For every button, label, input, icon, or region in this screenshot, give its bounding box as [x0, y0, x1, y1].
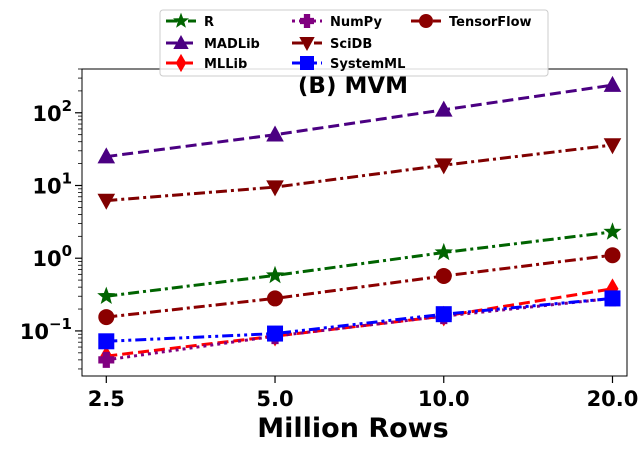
legend-label: MLLib — [204, 57, 247, 72]
series-line — [106, 296, 613, 362]
data-point — [267, 325, 284, 342]
data-point — [434, 158, 453, 175]
legend-label: NumPy — [330, 15, 382, 30]
legend-item-systemml: SystemML — [292, 56, 405, 72]
series-line — [106, 287, 613, 358]
legend-item-tensorflow: TensorFlow — [411, 14, 532, 30]
legend-item-numpy: NumPy — [292, 14, 382, 30]
data-point — [435, 267, 452, 284]
data-point — [97, 193, 116, 210]
legend-marker — [173, 12, 189, 28]
y-axis: 10−1 100 101 102 — [20, 68, 82, 370]
series-line — [106, 253, 613, 319]
series-madlib — [97, 75, 622, 164]
series-mllib — [100, 278, 619, 367]
legend-marker — [299, 37, 315, 52]
legend-item-mllib: MLLib — [166, 53, 247, 73]
series-line — [106, 83, 613, 159]
legend: R MADLib MLLib NumPy SciDB SystemML TensorFlow — [159, 9, 549, 77]
legend-label: TensorFlow — [449, 15, 532, 30]
data-point — [604, 247, 621, 264]
x-tick-label: 20.0 — [587, 387, 639, 411]
series-r — [97, 222, 622, 304]
data-point — [265, 265, 285, 284]
legend-label: SystemML — [330, 57, 405, 72]
series-line — [106, 296, 613, 343]
legend-marker — [419, 14, 433, 28]
data-point — [266, 180, 284, 197]
x-tick-label: 10.0 — [418, 387, 470, 411]
series-numpy — [98, 290, 621, 368]
data-point — [434, 100, 453, 117]
x-tick-label: 5.0 — [256, 387, 293, 411]
legend-marker — [175, 53, 187, 73]
legend-marker — [173, 34, 189, 49]
data-point — [97, 286, 116, 304]
plot-area — [81, 68, 628, 377]
legend-marker — [300, 56, 314, 70]
series-line — [106, 230, 613, 298]
series-layer — [97, 75, 622, 368]
data-point — [434, 242, 453, 261]
data-point — [435, 306, 452, 323]
series-scidb — [97, 138, 622, 210]
x-axis-title: Million Rows — [257, 413, 448, 444]
legend-item-madlib: MADLib — [166, 34, 260, 52]
x-tick-label: 2.5 — [88, 387, 125, 411]
y-tick-label: 100 — [32, 242, 72, 271]
data-point — [603, 222, 622, 240]
data-point — [98, 333, 115, 350]
legend-label: SciDB — [330, 37, 372, 52]
data-point — [604, 290, 621, 307]
data-point — [97, 147, 116, 164]
legend-label: MADLib — [204, 37, 260, 52]
chart-title: (B) MVM — [298, 73, 408, 99]
series-tensorflow — [98, 247, 621, 326]
x-axis: 2.5 5.0 10.0 20.0 — [88, 376, 639, 411]
legend-box — [159, 9, 549, 77]
data-point — [98, 351, 115, 368]
legend-item-scidb: SciDB — [292, 37, 372, 52]
y-tick-label: 101 — [32, 169, 72, 198]
data-point — [267, 290, 284, 307]
legend-marker — [300, 14, 314, 28]
legend-item-r: R — [166, 12, 214, 30]
data-point — [266, 125, 284, 142]
y-tick-label: 10−1 — [20, 315, 72, 344]
legend-label: R — [204, 15, 214, 30]
data-point — [603, 75, 622, 92]
data-point — [98, 309, 115, 326]
data-point — [606, 278, 619, 300]
data-point — [603, 138, 622, 155]
y-tick-label: 102 — [32, 97, 72, 126]
series-line — [106, 143, 613, 203]
series-systemml — [98, 290, 621, 350]
